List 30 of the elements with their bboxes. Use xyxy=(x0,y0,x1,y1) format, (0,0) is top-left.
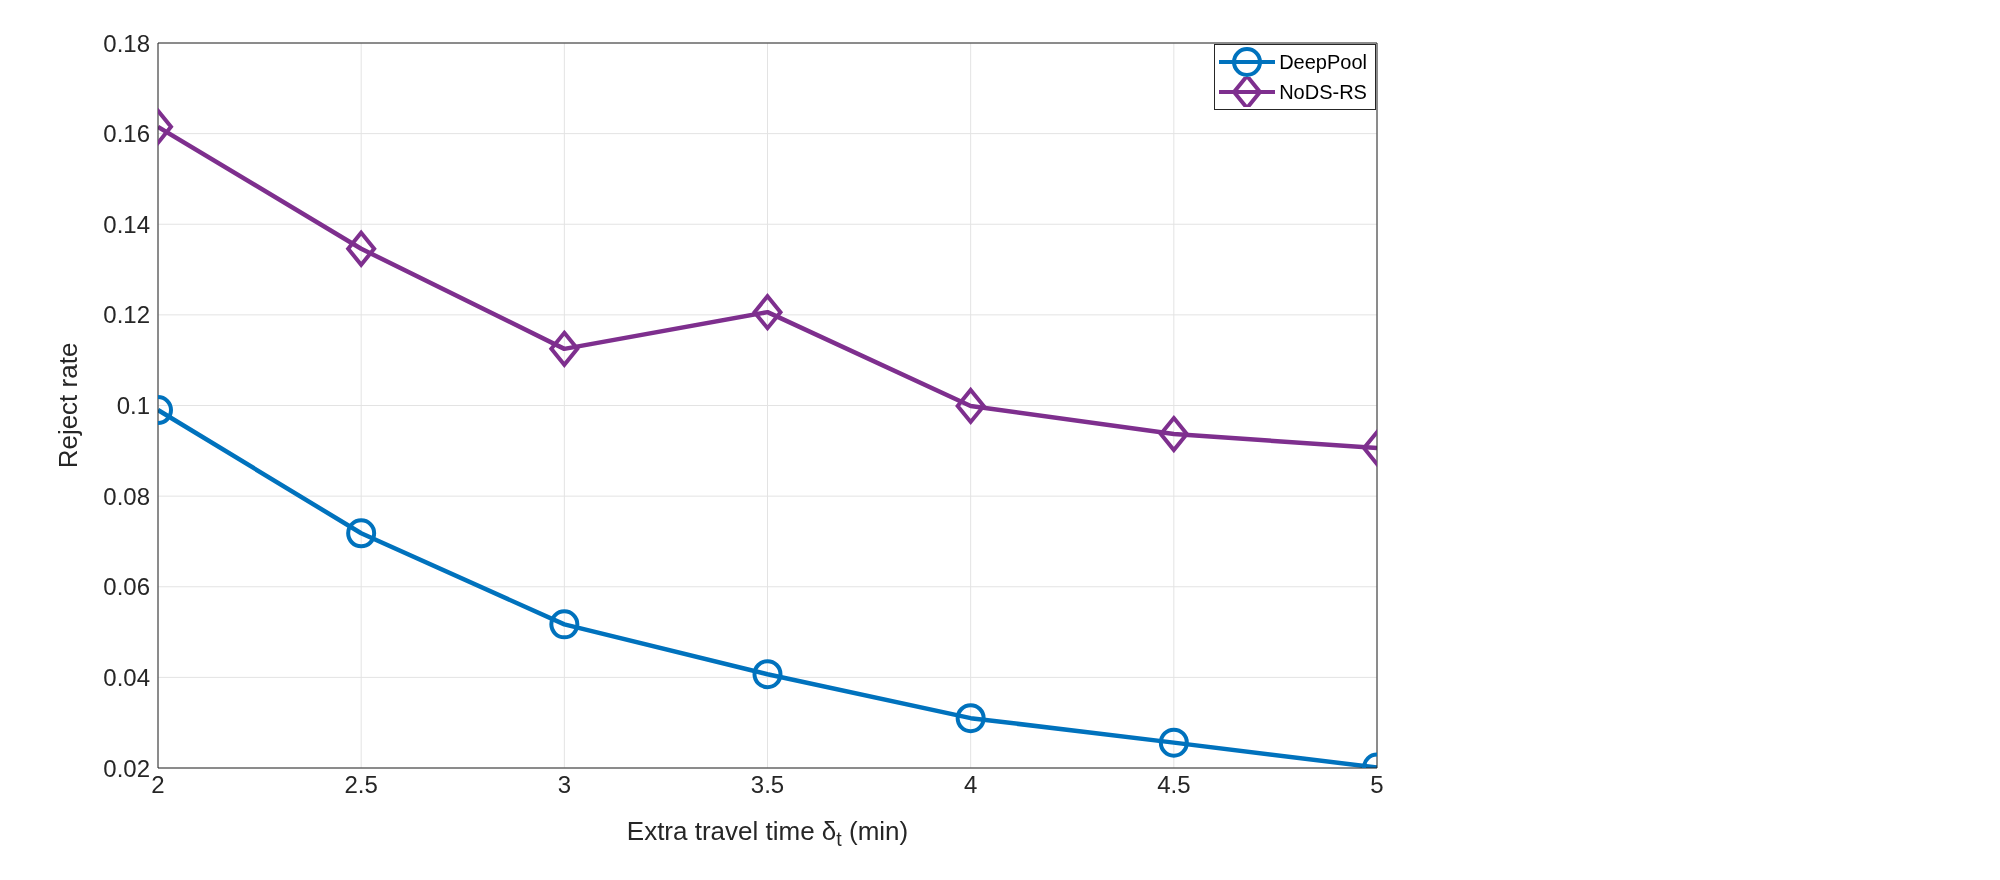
x-tick-label: 4 xyxy=(963,771,978,799)
point xyxy=(955,703,986,734)
point xyxy=(549,609,580,640)
y-tick-label: 0.08 xyxy=(103,482,150,510)
x-tick-label: 2.5 xyxy=(344,771,378,799)
x-tick-label: 3 xyxy=(557,771,572,799)
y-tick-label: 0.06 xyxy=(103,573,150,601)
legend-label: DeepPool xyxy=(1279,50,1367,74)
x-axis-title: Extra travel time δ$_{t}$ (min) xyxy=(626,816,909,850)
point xyxy=(346,518,377,549)
x-tick-label: 2 xyxy=(151,771,165,799)
y-tick-label: 0.14 xyxy=(103,210,150,238)
y-tick-label: 0.16 xyxy=(103,120,150,148)
point xyxy=(955,387,986,424)
x-tick-label: 3.5 xyxy=(750,771,785,799)
y-tick-label: 0.12 xyxy=(103,301,150,329)
point xyxy=(752,294,783,331)
x-tick-label: 5 xyxy=(1370,771,1384,799)
point xyxy=(752,659,783,690)
y-tick-label: 0.02 xyxy=(103,754,150,782)
y-tick-label: 0.18 xyxy=(103,29,150,57)
y-tick-label: 0.1 xyxy=(116,392,150,420)
point xyxy=(1158,727,1189,758)
x-tick-label: 4.5 xyxy=(1157,771,1191,799)
legend-label: NoDS-RS xyxy=(1279,80,1367,104)
y-tick-label: 0.04 xyxy=(103,663,150,691)
point xyxy=(549,330,580,367)
point xyxy=(1158,416,1189,453)
point xyxy=(346,230,377,267)
y-axis-title: Reject rate xyxy=(53,342,84,469)
